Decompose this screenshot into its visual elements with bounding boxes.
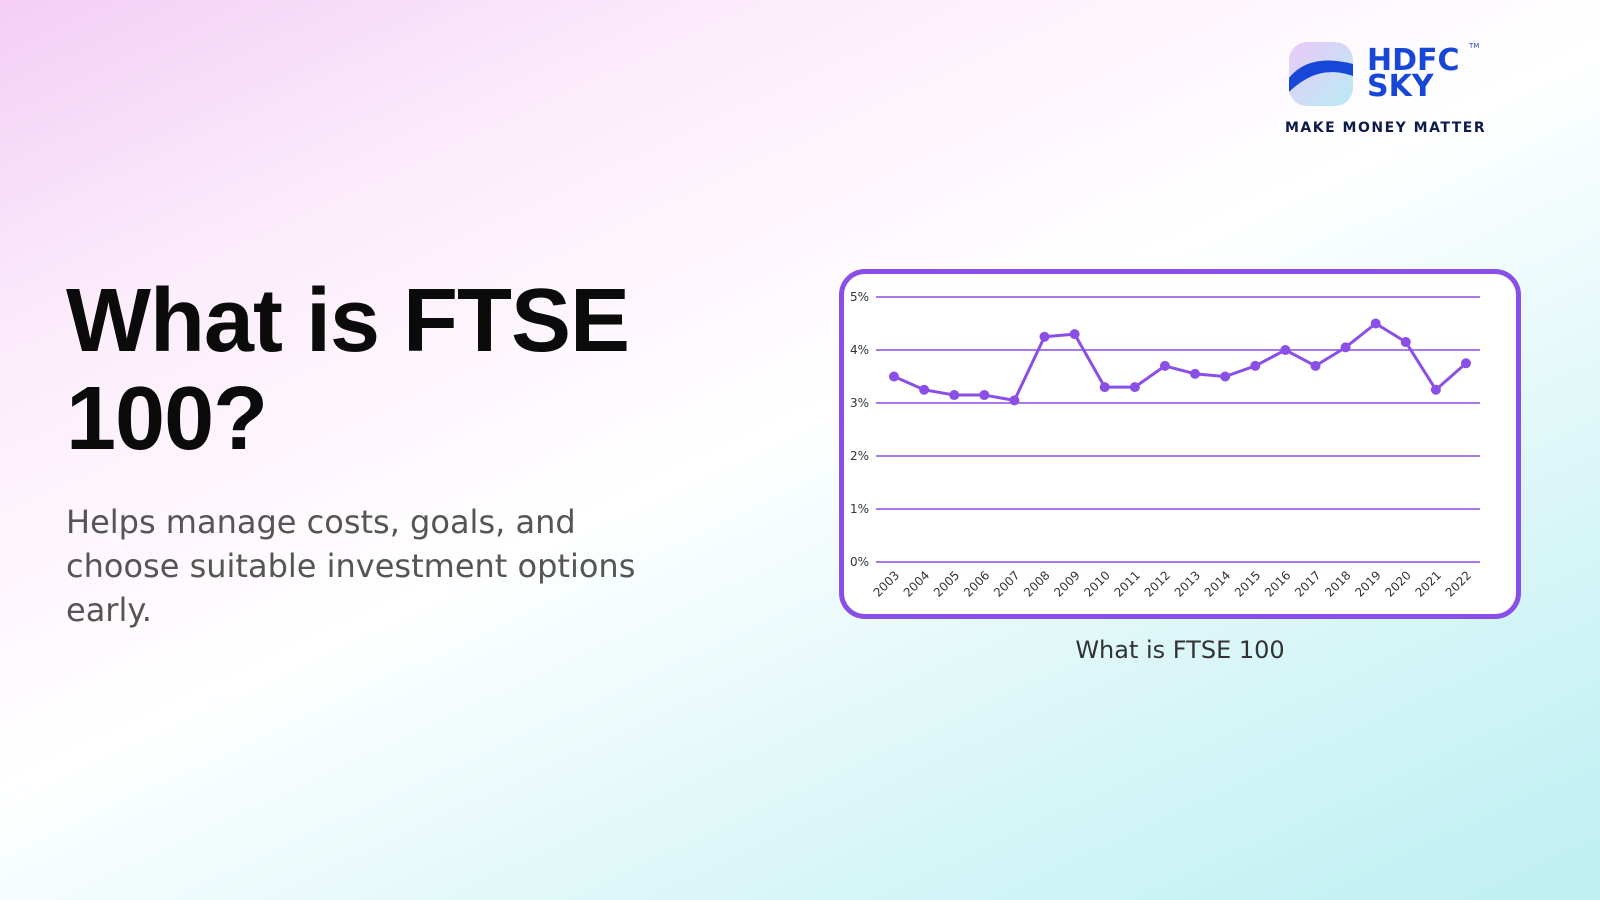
heading: What is FTSE 100? [66, 271, 630, 469]
data-point [1310, 360, 1321, 371]
data-point [1220, 371, 1231, 382]
x-tick-label: 2018 [1322, 568, 1353, 599]
x-tick-label: 2013 [1172, 568, 1203, 599]
data-point [919, 384, 930, 395]
logo-trademark: TM [1468, 42, 1479, 50]
data-line [893, 322, 1467, 402]
data-point [1400, 337, 1411, 348]
data-point [979, 390, 990, 401]
data-point [1190, 368, 1201, 379]
x-tick-label: 2004 [901, 568, 932, 599]
chart-caption: What is FTSE 100 [1075, 636, 1285, 664]
y-tick-label: 0% [850, 555, 869, 569]
x-tick-label: 2015 [1232, 568, 1263, 599]
logo-graphic: HDFC SKY TM MAKE MONEY MATTER [1285, 42, 1486, 136]
x-tick-label: 2022 [1443, 568, 1474, 599]
data-point [1099, 382, 1110, 393]
logo: HDFC SKY TM MAKE MONEY MATTER [1285, 38, 1515, 148]
data-point [1250, 360, 1261, 371]
chart: 0% 1% 2% 3% 4% 5% 2003200420052006200720082009… [850, 290, 1480, 600]
x-tick-label: 2005 [931, 568, 962, 599]
x-tick-label: 2011 [1111, 568, 1142, 599]
y-tick-label: 1% [850, 502, 869, 516]
x-tick-label: 2006 [961, 568, 992, 599]
y-tick-label: 4% [850, 343, 869, 357]
data-point [1340, 342, 1351, 353]
x-tick-label: 2019 [1352, 568, 1383, 599]
x-tick-label: 2021 [1413, 568, 1444, 599]
x-tick-label: 2010 [1081, 568, 1112, 599]
y-tick-label: 3% [850, 396, 869, 410]
data-point [1370, 318, 1381, 329]
data-point [1069, 329, 1080, 340]
logo-name: HDFC [1367, 43, 1460, 78]
chart-frame: 0% 1% 2% 3% 4% 5% 2003 2004 2005 2006 2007 2008 2009… [839, 269, 1521, 619]
data-point [1129, 382, 1140, 393]
data-point [1039, 331, 1050, 342]
x-tick-label: 2017 [1292, 568, 1323, 599]
data-point [1009, 395, 1020, 406]
x-tick-label: 2014 [1202, 568, 1233, 599]
x-tick-label: 2008 [1021, 568, 1052, 599]
x-tick-label: 2016 [1262, 568, 1293, 599]
data-point [1430, 384, 1441, 395]
logo-tagline: MAKE MONEY MATTER [1285, 120, 1486, 136]
y-tick-label: 2% [850, 449, 869, 463]
x-tick-label: 2020 [1382, 568, 1413, 599]
logo-swoosh [1289, 60, 1353, 92]
x-tick-label: 2012 [1142, 568, 1173, 599]
data-point [889, 371, 899, 382]
x-tick-label: 2007 [991, 568, 1022, 599]
description: Helps manage costs, goals, and choose su… [66, 503, 636, 629]
data-point [1461, 358, 1471, 369]
y-tick-label: 5% [850, 290, 869, 304]
x-tick-label: 2009 [1051, 568, 1082, 599]
data-point [1280, 345, 1291, 355]
logo-name: SKY [1367, 69, 1435, 104]
data-point [1159, 360, 1170, 371]
logo-icon [1289, 42, 1353, 106]
x-tick-label: 2003 [871, 568, 902, 599]
data-point [949, 390, 960, 401]
